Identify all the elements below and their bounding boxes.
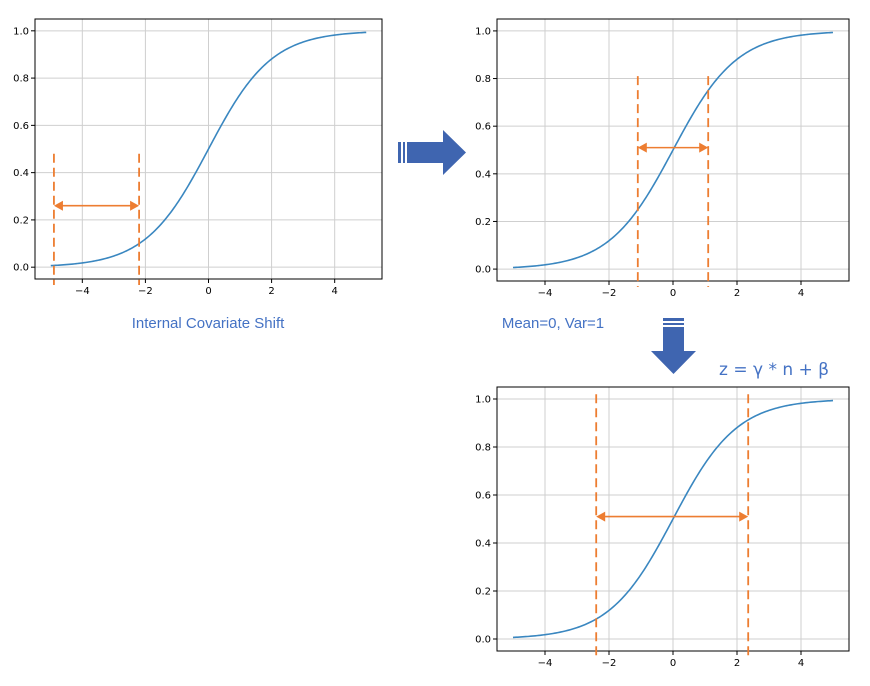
- chart-normalized: −4 −2 0 2 4 0.0 0.2 0.4 0.6 0.8 1.0: [475, 18, 850, 299]
- sigmoid-curve: [512, 399, 834, 639]
- span-arrow-head-left: [637, 142, 647, 153]
- y-tick-label: 0.2: [475, 217, 491, 228]
- y-tick-label: 0.0: [475, 265, 491, 276]
- block-arrow-right-icon: [398, 130, 466, 175]
- span-arrow-head-right: [699, 142, 709, 153]
- y-tick-label: 0.4: [475, 539, 491, 550]
- x-tick-label: 2: [734, 288, 740, 299]
- caption-internal-covariate-shift: Internal Covariate Shift: [132, 315, 285, 332]
- x-tick-label: −4: [538, 658, 553, 669]
- y-tick-label: 0.6: [475, 491, 491, 502]
- y-tick-label: 0.0: [475, 635, 491, 646]
- y-tick-label: 1.0: [13, 26, 29, 37]
- x-tick-label: 0: [205, 286, 211, 297]
- x-tick-label: −4: [75, 286, 90, 297]
- block-arrow-down-icon: [651, 318, 696, 374]
- x-tick-label: 2: [268, 286, 274, 297]
- y-tick-label: 0.2: [475, 587, 491, 598]
- x-tick-label: −2: [602, 658, 617, 669]
- y-tick-label: 0.4: [475, 169, 491, 180]
- span-arrow-head-right: [130, 200, 140, 211]
- x-tick-label: −2: [602, 288, 617, 299]
- y-tick-label: 0.8: [13, 74, 29, 85]
- x-tick-label: 0: [670, 658, 676, 669]
- y-tick-label: 0.0: [13, 263, 29, 274]
- y-tick-label: 0.6: [475, 122, 491, 133]
- x-tick-label: 4: [331, 286, 337, 297]
- caption-mean-var: Mean=0, Var=1: [502, 315, 604, 332]
- x-tick-label: 4: [798, 288, 804, 299]
- y-tick-label: 0.8: [475, 74, 491, 85]
- span-arrow-head-left: [53, 200, 63, 211]
- x-tick-label: −2: [138, 286, 153, 297]
- chart-internal-covariate-shift: −4 −2 0 2 4 0.0 0.2 0.4 0.6 0.8 1.0: [13, 18, 383, 297]
- span-arrow-head-left: [596, 511, 606, 522]
- sigmoid-curve: [512, 31, 834, 269]
- y-tick-label: 0.2: [13, 215, 29, 226]
- x-tick-label: 2: [734, 658, 740, 669]
- y-tick-label: 1.0: [475, 395, 491, 406]
- chart-scaled-shifted: −4 −2 0 2 4 0.0 0.2 0.4 0.6 0.8 1.0: [475, 386, 850, 669]
- sigmoid-curve: [50, 31, 367, 267]
- caption-formula: z = γ * n + β: [719, 360, 829, 380]
- x-tick-label: 0: [670, 288, 676, 299]
- x-tick-label: −4: [538, 288, 553, 299]
- y-tick-label: 1.0: [475, 26, 491, 37]
- span-arrow-head-right: [739, 511, 749, 522]
- y-tick-label: 0.6: [13, 121, 29, 132]
- y-tick-label: 0.8: [475, 443, 491, 454]
- y-tick-label: 0.4: [13, 168, 29, 179]
- x-tick-label: 4: [798, 658, 804, 669]
